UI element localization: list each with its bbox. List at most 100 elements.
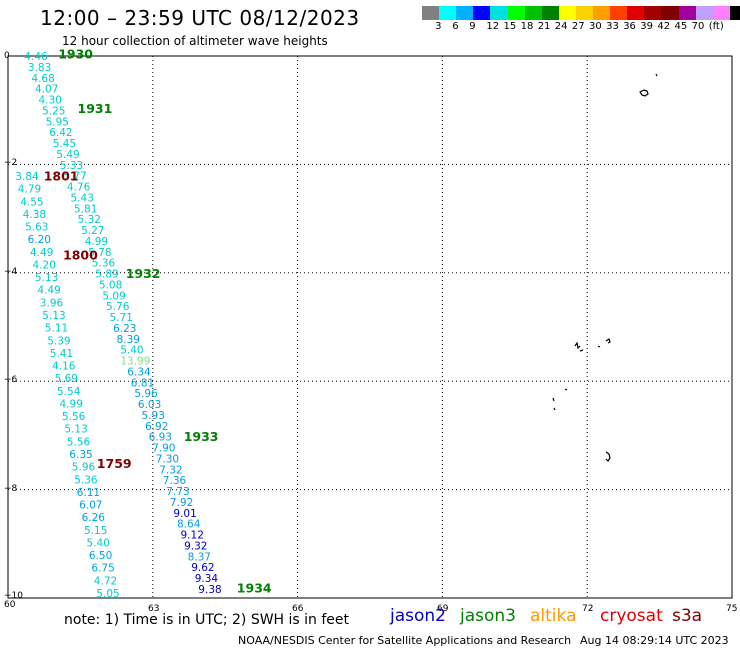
map-title: 12:00 – 23:59 UTC 08/12/2023 <box>40 6 360 30</box>
pass-time-label: 1934 <box>237 581 272 596</box>
y-tick-minus8: −8 <box>4 484 18 494</box>
wave-height-value: 5.40 <box>87 538 110 550</box>
color-swatch <box>456 6 474 20</box>
grid-lines <box>8 56 732 598</box>
x-tick-69: 69 <box>437 604 449 614</box>
wave-height-value: 5.49 <box>56 149 79 161</box>
color-swatch <box>678 6 697 20</box>
wave-height-value: 5.40 <box>120 345 143 357</box>
satellite-s3a: s3a <box>672 606 703 626</box>
wave-height-value: 5.11 <box>45 323 68 335</box>
color-swatch <box>712 6 731 20</box>
wave-height-value: 7.90 <box>152 443 175 455</box>
wave-height-value: 7.73 <box>166 486 189 498</box>
color-swatch <box>422 6 440 20</box>
color-scale-label: 24 <box>554 21 568 32</box>
wave-height-value: 5.95 <box>46 116 69 128</box>
color-swatch <box>490 6 508 20</box>
wave-height-value: 9.12 <box>181 530 204 542</box>
altimeter-tracks: 4.463.834.684.074.305.255.956.425.455.49… <box>15 51 221 600</box>
color-swatch <box>593 6 611 20</box>
wave-height-value: 6.92 <box>145 421 168 433</box>
wave-height-value: 7.92 <box>170 497 193 509</box>
color-scale-label: 45 <box>674 21 688 32</box>
wave-height-value: 6.42 <box>49 127 72 139</box>
wave-height-value: 3.83 <box>28 62 51 74</box>
wave-height-value: 4.30 <box>39 95 62 107</box>
pass-time-label: 1933 <box>184 429 219 444</box>
wave-height-value: 9.34 <box>195 573 219 585</box>
color-scale-label: (ft) <box>708 21 724 32</box>
x-tick-72: 72 <box>582 604 594 614</box>
wave-height-value: 6.75 <box>91 563 114 575</box>
wave-height-value: 4.38 <box>23 209 46 221</box>
wave-height-value: 5.33 <box>60 160 83 172</box>
color-swatch <box>473 6 491 20</box>
wave-height-value: 4.46 <box>24 51 48 63</box>
wave-height-value: 5.71 <box>110 312 133 324</box>
wave-height-value: 4.99 <box>60 399 83 411</box>
wave-height-value: 5.13 <box>35 272 58 284</box>
wave-height-value: 4.49 <box>37 285 60 297</box>
wave-height-value: 4.49 <box>30 247 53 259</box>
color-scale-label: 21 <box>537 21 551 32</box>
pass-time-label: 1800 <box>63 247 98 262</box>
color-scale-label: 27 <box>571 21 585 32</box>
wave-height-value: 5.08 <box>99 279 122 291</box>
wave-height-value: 8.37 <box>188 551 211 563</box>
color-scale-label: 42 <box>657 21 671 32</box>
wave-height-value: 5.41 <box>50 348 73 360</box>
wave-height-value: 5.63 <box>25 222 48 234</box>
wave-height-value: 9.01 <box>173 508 196 520</box>
units-note: note: 1) Time is in UTC; 2) SWH is in fe… <box>64 612 350 628</box>
plot-frame <box>7 55 733 599</box>
wave-height-value: 4.20 <box>33 260 56 272</box>
color-scale-label: 39 <box>640 21 654 32</box>
color-swatch <box>610 6 628 20</box>
wave-height-value: 5.81 <box>74 203 97 215</box>
wave-height-value: 5.76 <box>106 301 130 313</box>
satellite-altika: altika <box>530 606 577 626</box>
color-swatch <box>541 6 560 20</box>
satellite-cryosat: cryosat <box>600 606 663 626</box>
wave-height-value: 5.54 <box>57 386 81 398</box>
color-swatch <box>695 6 714 20</box>
wave-height-value: 6.07 <box>79 500 102 512</box>
wave-height-value: 5.77 <box>63 171 86 183</box>
wave-height-value: 5.05 <box>96 588 119 600</box>
wave-height-value: 5.25 <box>42 105 65 117</box>
y-tick-0: 0 <box>4 51 10 61</box>
color-scale-label: 30 <box>589 21 602 32</box>
wave-height-value: 5.96 <box>134 388 158 400</box>
wave-height-value: 5.36 <box>74 474 98 486</box>
wave-height-value: 9.62 <box>191 562 214 574</box>
x-tick-75: 75 <box>726 604 738 614</box>
color-swatch <box>661 6 679 20</box>
land-outlines <box>552 73 658 462</box>
wave-height-value: 5.56 <box>67 436 91 448</box>
wave-height-value: 5.69 <box>55 373 78 385</box>
wave-height-value: 3.84 <box>15 171 39 183</box>
pass-time-label: 1801 <box>44 169 79 184</box>
wave-height-value: 8.39 <box>117 334 140 346</box>
color-scale-label: 12 <box>486 21 500 32</box>
wave-height-value: 9.38 <box>198 584 221 596</box>
footer-date: Aug 14 08:29:14 UTC 2023 <box>580 634 729 647</box>
footer-org: NOAA/NESDIS Center for Satellite Applica… <box>238 634 572 647</box>
pass-time-label: 1930 <box>58 47 93 62</box>
wave-height-value: 4.79 <box>18 184 41 196</box>
satellite-jason2: jason2 <box>390 606 446 626</box>
wave-height-value: 4.68 <box>31 73 54 85</box>
pass-time-labels: 1930 1931 1801 1800 1932 1933 1759 1934 <box>44 47 272 596</box>
color-scale-label: 9 <box>469 21 476 32</box>
wave-height-value: 6.20 <box>28 234 51 246</box>
x-tick-66: 66 <box>292 604 304 614</box>
wave-height-value: 4.72 <box>94 575 117 587</box>
color-scale-label: 3 <box>435 21 442 32</box>
color-scale-label: 15 <box>503 21 517 32</box>
color-scale-label: 36 <box>623 21 636 32</box>
wave-height-value: 5.43 <box>71 192 94 204</box>
wave-height-value: 4.55 <box>20 196 43 208</box>
y-tick-minus6: −6 <box>4 375 18 385</box>
